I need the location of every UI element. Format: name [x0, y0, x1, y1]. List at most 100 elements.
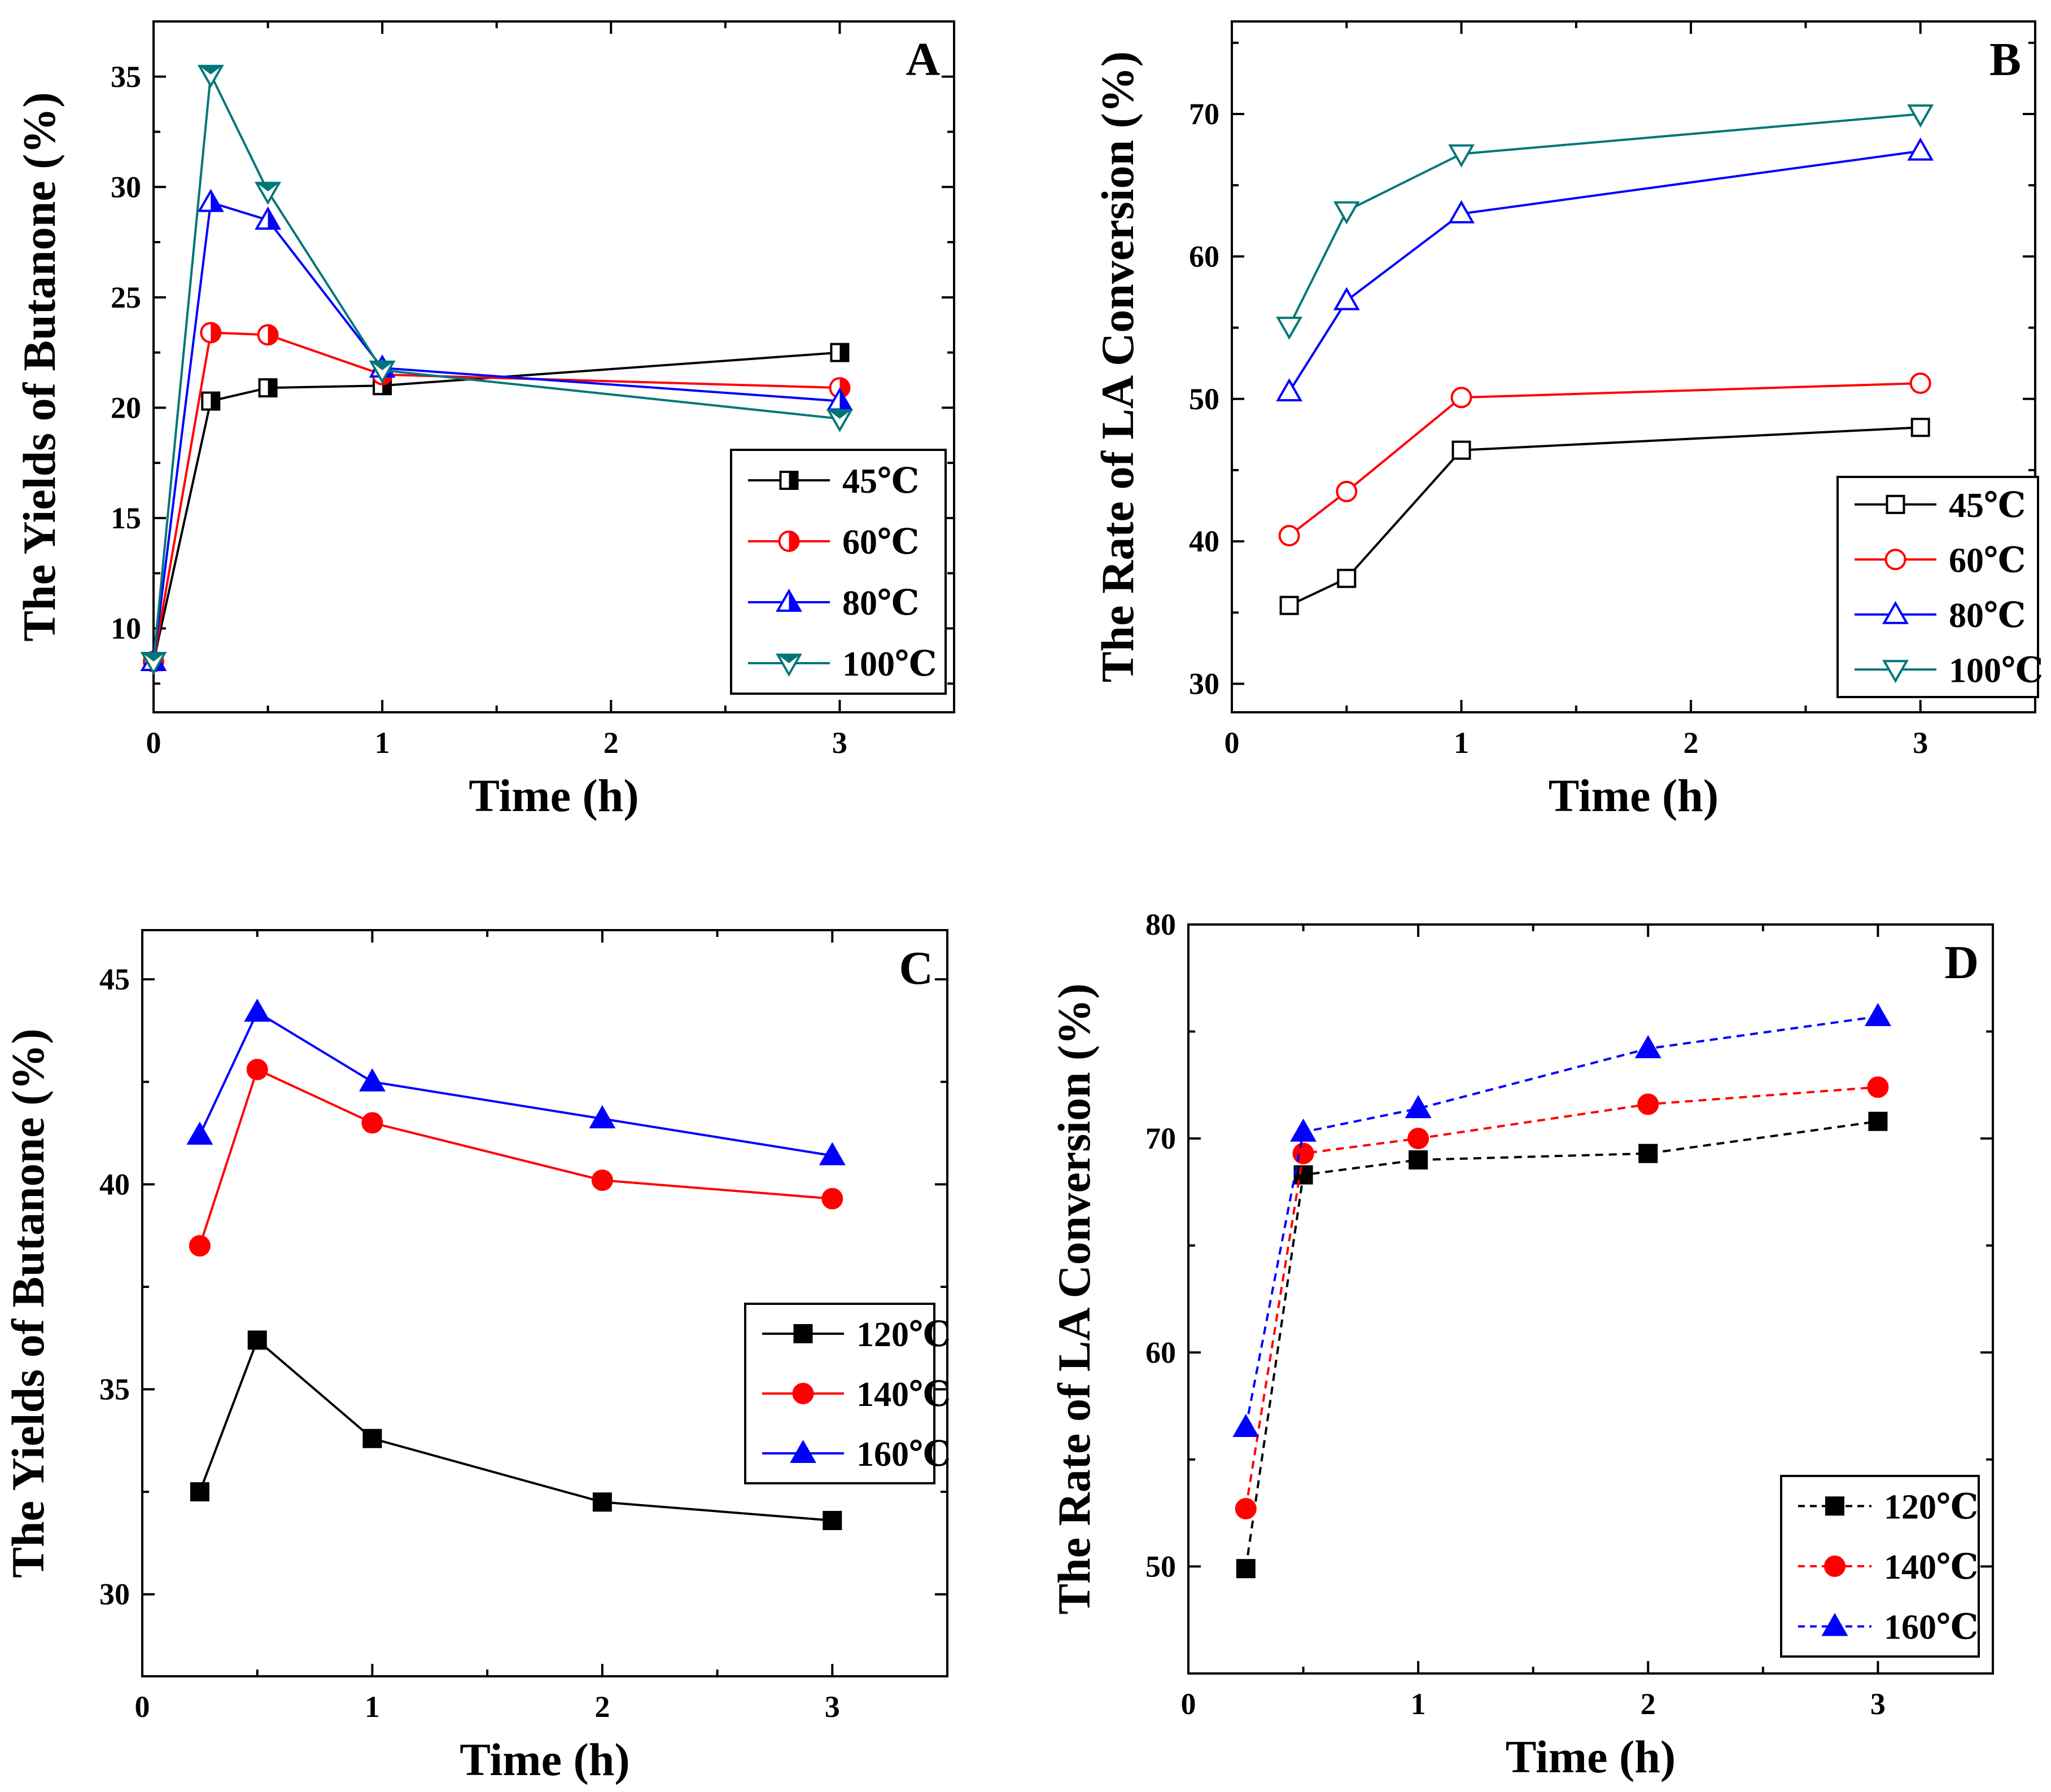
series-line — [1288, 382, 1921, 537]
x-tick-label: 0 — [1225, 726, 1240, 760]
x-axis-title: Time (h) — [1506, 1731, 1676, 1782]
legend: 120℃ 140℃ 160℃ — [744, 1303, 951, 1484]
data-point-fill — [211, 392, 220, 410]
y-tick-label: 25 — [111, 281, 141, 314]
y-tick-label: 70 — [1145, 1121, 1176, 1155]
data-point-fill — [839, 344, 849, 361]
data-point — [246, 1058, 268, 1080]
data-point — [1868, 1111, 1888, 1131]
series-140℃ — [1235, 1076, 1889, 1520]
data-point — [186, 1121, 213, 1145]
series-line — [198, 1068, 833, 1246]
legend-marker — [1882, 660, 1909, 683]
x-tick-label: 1 — [1454, 726, 1469, 760]
x-tick-label: 2 — [594, 1690, 610, 1724]
legend-marker-fill — [789, 532, 799, 551]
legend-marker — [1821, 1613, 1848, 1636]
data-point — [1407, 1128, 1429, 1150]
data-point — [819, 1142, 846, 1166]
data-point — [823, 1510, 842, 1530]
x-tick-label: 0 — [146, 726, 161, 760]
y-tick-label: 60 — [1145, 1335, 1176, 1369]
y-axis-title: The Rate of LA Conversion (%) — [1092, 51, 1143, 682]
legend-marker-fill — [789, 472, 798, 489]
y-tick-label: 30 — [1189, 667, 1219, 701]
data-point — [1867, 1076, 1889, 1098]
legend-label: 160℃ — [856, 1435, 951, 1474]
data-point — [1864, 1003, 1891, 1027]
data-point — [1907, 104, 1934, 128]
y-tick-label: 80 — [1145, 908, 1176, 941]
data-point — [1333, 287, 1360, 310]
data-point — [1236, 1559, 1256, 1579]
y-tick-label: 50 — [1145, 1549, 1176, 1583]
y-axis-title: The Yields of Butanone (%) — [14, 92, 65, 641]
data-point — [1276, 317, 1303, 340]
y-tick-label: 45 — [99, 962, 130, 996]
legend-marker-fill — [789, 591, 801, 611]
data-point — [1448, 200, 1475, 224]
legend-label: 120℃ — [1884, 1488, 1978, 1526]
x-tick-label: 3 — [825, 1690, 840, 1724]
y-tick-label: 15 — [111, 501, 141, 535]
x-tick-label: 3 — [1913, 726, 1928, 760]
series-120℃ — [190, 1330, 842, 1530]
legend-marker — [1886, 494, 1905, 514]
panel-label: C — [899, 942, 933, 994]
y-tick-label: 50 — [1189, 382, 1219, 416]
legend-label: 45℃ — [842, 462, 919, 501]
data-point — [1405, 1095, 1432, 1119]
series-140℃ — [189, 1058, 843, 1257]
plot-frame — [141, 929, 948, 1677]
data-point — [1638, 1143, 1658, 1163]
legend-box — [1836, 476, 2039, 698]
data-point — [1276, 378, 1303, 402]
data-point — [1279, 595, 1299, 615]
x-tick-label: 1 — [375, 726, 390, 760]
x-axis-title: Time (h) — [1549, 770, 1718, 821]
data-point-fill — [828, 410, 851, 419]
legend-label: 45℃ — [1949, 487, 2026, 525]
x-axis-title: Time (h) — [469, 770, 639, 821]
data-point — [1292, 1142, 1314, 1164]
legend-marker — [790, 1439, 816, 1463]
plot-frame — [1231, 20, 2036, 713]
legend-label: 120℃ — [856, 1316, 951, 1354]
data-point-fill — [268, 325, 278, 345]
x-axis-title: Time (h) — [460, 1734, 629, 1785]
series-100℃ — [1276, 104, 1934, 340]
series-160℃ — [1232, 1003, 1891, 1437]
data-point — [1232, 1413, 1260, 1437]
data-point — [1409, 1150, 1428, 1170]
x-tick-label: 2 — [1641, 1687, 1656, 1721]
x-tick-label: 1 — [1411, 1687, 1426, 1721]
data-point — [1278, 525, 1300, 547]
data-point-fill — [211, 323, 221, 343]
data-point — [1637, 1093, 1659, 1115]
data-point — [1337, 568, 1357, 588]
series-line — [1244, 1086, 1878, 1509]
y-tick-label: 40 — [99, 1167, 130, 1201]
x-tick-label: 2 — [1683, 726, 1699, 760]
y-tick-label: 20 — [111, 391, 141, 424]
data-point — [589, 1105, 616, 1129]
data-point-fill — [256, 183, 279, 192]
series-line — [1288, 150, 1921, 393]
legend-label: 60℃ — [1949, 541, 2026, 580]
data-point-fill — [142, 653, 165, 662]
series-line — [1288, 113, 1921, 327]
data-point — [189, 1235, 211, 1257]
legend-label: 160℃ — [1884, 1609, 1978, 1647]
legend-label: 60℃ — [842, 523, 919, 562]
data-point — [1910, 418, 1930, 437]
data-point — [1634, 1035, 1661, 1058]
y-axis-title: The Yields of Butanone (%) — [2, 1028, 54, 1578]
x-tick-label: 2 — [604, 726, 619, 760]
data-point — [1450, 387, 1472, 409]
series-line — [1288, 426, 1921, 607]
panel-label: B — [1989, 33, 2021, 86]
y-tick-label: 10 — [111, 611, 141, 645]
series-line — [1244, 1015, 1878, 1428]
panel-label: A — [906, 33, 940, 86]
